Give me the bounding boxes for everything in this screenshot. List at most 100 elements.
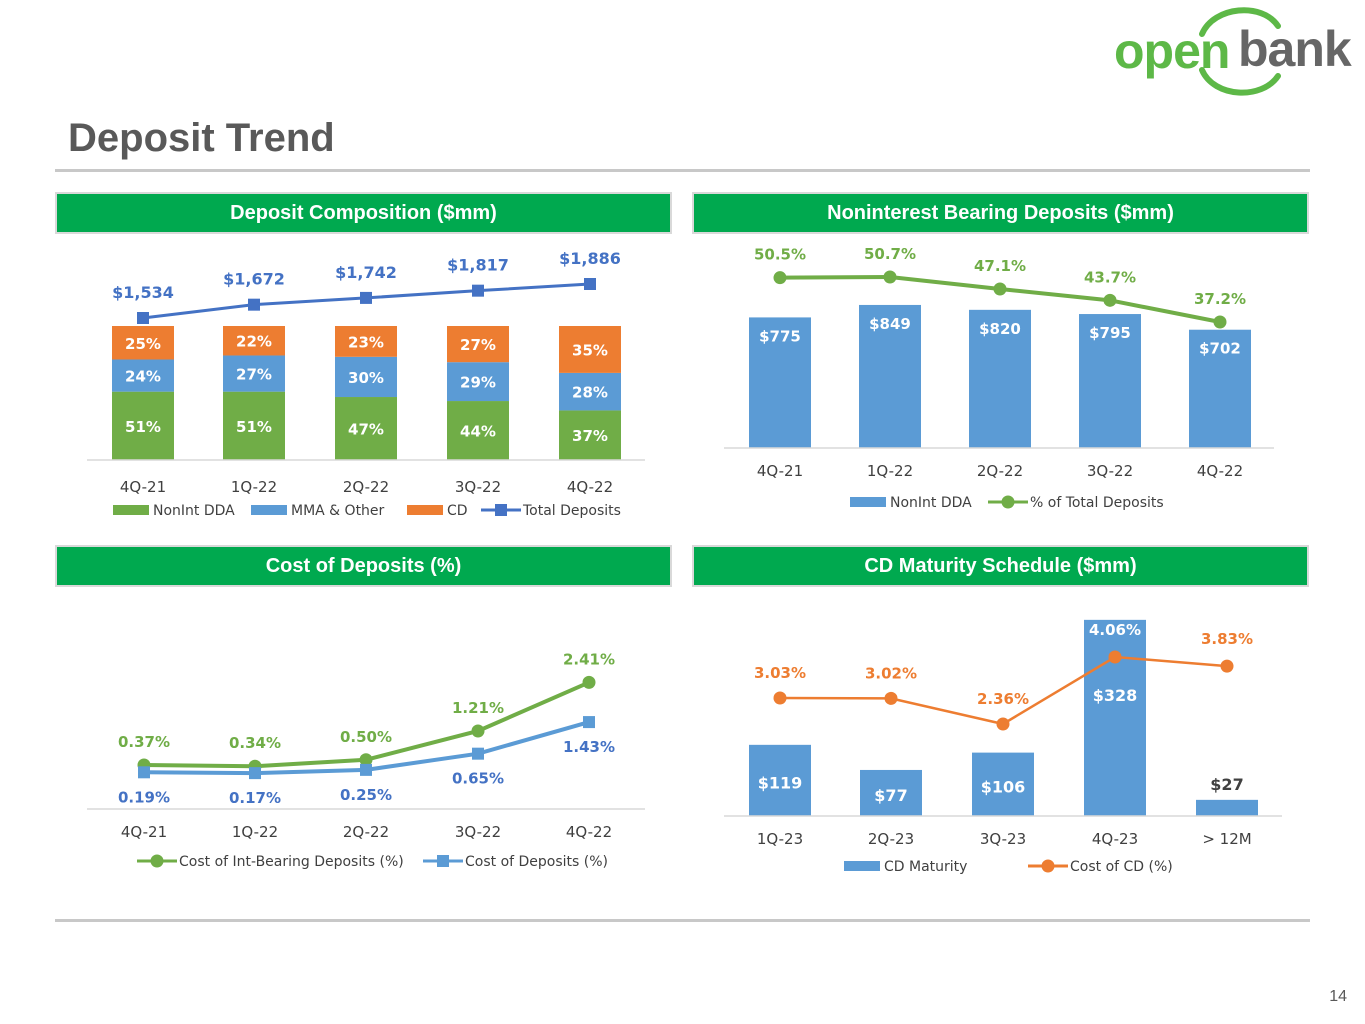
cost-of-cd-point [884, 691, 898, 705]
legend-cd-maturity-label: CD Maturity [884, 859, 967, 875]
pct-total-deposits-label: 43.7% [1084, 268, 1136, 286]
legend-nonint-dda-label: NonInt DDA [153, 503, 235, 519]
bar-value-label: $119 [758, 773, 803, 792]
bar-value-label: $702 [1199, 340, 1241, 358]
cost-series-label-1: 0.17% [229, 789, 281, 807]
legend-nonint-dda-swatch [850, 497, 886, 507]
total-deposits-label: $1,534 [112, 283, 174, 302]
cost-series-point-1 [138, 766, 150, 779]
legend-pct-total-deposits-swatch-marker [1001, 495, 1015, 509]
bar-value-label: $775 [759, 327, 801, 345]
bar-segment-label: 28% [572, 384, 608, 402]
cost-series-point-1 [472, 747, 484, 760]
bar-nonint-dda [749, 317, 811, 448]
total-deposits-label: $1,817 [447, 256, 509, 275]
legend-mma-other-label: MMA & Other [291, 503, 385, 519]
bar-segment-label: 27% [460, 336, 496, 354]
x-tick-label: 3Q-22 [1087, 462, 1133, 480]
x-tick-label: > 12M [1202, 830, 1251, 848]
cost-of-cd-label: 3.83% [1201, 630, 1253, 648]
bar-segment-nonint-dda [223, 391, 285, 460]
bar-nonint-dda [859, 304, 921, 448]
panel-header-nonint: Noninterest Bearing Deposits ($mm) [694, 194, 1307, 232]
total-deposits-label: $1,886 [559, 249, 621, 268]
legend-total-deposits-swatch-marker [495, 504, 507, 516]
total-deposits-label: $1,742 [335, 263, 397, 282]
x-tick-label: 3Q-22 [455, 478, 501, 496]
cost-series-point-1 [360, 763, 372, 776]
cost-of-cd-label: 2.36% [977, 690, 1029, 708]
cost-series-label-0: 2.41% [563, 650, 615, 668]
openbank-logo: open bank [1114, 7, 1353, 96]
cost-series-point-1 [583, 716, 595, 729]
bar-segment-label: 25% [125, 335, 161, 353]
x-tick-label: 1Q-22 [867, 462, 913, 480]
legend-cd-label: CD [447, 503, 468, 519]
bar-segment-cd [559, 326, 621, 373]
bar-segment-label: 51% [125, 418, 161, 436]
logo-text-open: open [1114, 23, 1229, 79]
bar-segment-label: 47% [348, 421, 384, 439]
x-tick-label: 3Q-22 [455, 823, 501, 841]
cost-series-point-0 [471, 724, 485, 738]
bar-segment-mma-other [559, 372, 621, 411]
bar-value-label: $27 [1210, 775, 1243, 794]
cost-of-cd-point [1108, 650, 1122, 664]
cost-series-label-0: 0.50% [340, 728, 392, 746]
bar-segment-label: 35% [572, 341, 608, 359]
x-tick-label: 4Q-23 [1092, 830, 1138, 848]
bar-segment-label: 22% [236, 333, 272, 351]
legend-cost-of-cd-label: Cost of CD (%) [1070, 859, 1173, 875]
x-tick-label: 1Q-22 [231, 478, 277, 496]
chart-cd-maturity: $119 $77 $106 $328 $27 3.03% 3.02% 2.36% 4.06% 3.… [724, 619, 1282, 875]
total-deposits-point [472, 284, 484, 297]
cost-series-label-0: 0.34% [229, 734, 281, 752]
title-divider [55, 169, 1310, 172]
bar-nonint-dda [1189, 329, 1251, 448]
bar-segment-cd [447, 326, 509, 363]
page-number: 14 [1329, 988, 1347, 1005]
cost-series-label-1: 1.43% [563, 738, 615, 756]
cost-series-label-1: 0.25% [340, 786, 392, 804]
x-tick-label: 2Q-22 [343, 478, 389, 496]
total-deposits-point [360, 291, 372, 304]
pct-total-deposits-point [1213, 315, 1227, 329]
bar-value-label: $795 [1089, 324, 1131, 342]
x-tick-label: 1Q-22 [232, 823, 278, 841]
x-tick-label: 4Q-21 [120, 478, 166, 496]
cost-series-label-0: 0.37% [118, 733, 170, 751]
legend-nonint-dda-label: NonInt DDA [890, 495, 972, 511]
cost-of-cd-label: 3.03% [754, 664, 806, 682]
chart-cost-of-deposits: 0.37% 0.34% 0.50% 1.21% 2.41% 0.19% 0.17% 0.25%… [87, 650, 645, 870]
total-deposits-point [248, 298, 260, 311]
pct-total-deposits-point [883, 270, 897, 284]
cost-of-cd-point [996, 717, 1010, 731]
x-tick-label: 2Q-22 [343, 823, 389, 841]
bar-segment-mma-other [335, 356, 397, 398]
bar-nonint-dda [969, 309, 1031, 448]
chart-noninterest-deposits: $775 $849 $820 $795 $702 50.5% 50.7% 47.1% 43.7%… [724, 245, 1274, 511]
legend-mma-other-swatch [251, 505, 287, 515]
x-tick-label: 4Q-22 [566, 823, 612, 841]
bar-cd-maturity [1084, 619, 1146, 816]
pct-total-deposits-label: 37.2% [1194, 290, 1246, 308]
cost-series-label-1: 0.19% [118, 788, 170, 806]
legend-cost-of-deposits-swatch-marker [437, 855, 449, 867]
legend-cd-maturity-swatch [844, 861, 880, 871]
total-deposits-point [584, 278, 596, 290]
bar-cd-maturity [972, 752, 1034, 816]
pct-total-deposits-point [773, 271, 787, 285]
pct-total-deposits-label: 50.7% [864, 245, 916, 263]
total-deposits-point [137, 312, 149, 324]
bar-segment-label: 23% [348, 333, 384, 351]
cost-series-point-0 [359, 753, 373, 767]
total-deposits-label: $1,672 [223, 270, 285, 289]
bar-segment-cd [335, 326, 397, 357]
pct-total-deposits-label: 50.5% [754, 246, 806, 264]
bar-segment-label: 24% [125, 368, 161, 386]
panel-header-composition: Deposit Composition ($mm) [57, 194, 670, 232]
cost-of-cd-point [773, 691, 787, 705]
panel-header-cd: CD Maturity Schedule ($mm) [694, 547, 1307, 585]
legend-nonint-dda-swatch [113, 505, 149, 515]
bar-cd-maturity [860, 769, 922, 816]
